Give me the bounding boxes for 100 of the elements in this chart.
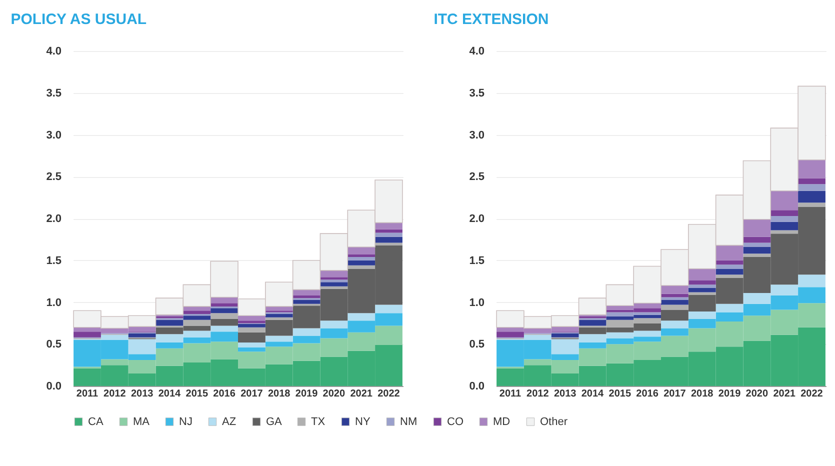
bar: [238, 327, 266, 332]
bar: [743, 246, 771, 254]
chart-title: POLICY AS USUAL: [10, 11, 147, 28]
bar: [238, 347, 266, 352]
x-tick-label: 2019: [295, 388, 318, 400]
y-tick-label: 3.5: [469, 87, 484, 100]
bar: [688, 284, 716, 288]
bar: [74, 332, 101, 338]
x-tick-label: 2021: [773, 388, 796, 400]
bar: [320, 282, 348, 286]
bar: [375, 242, 402, 246]
bar: [320, 320, 348, 328]
y-tick-label: 1.5: [469, 254, 484, 267]
bar: [320, 277, 348, 280]
legend-label: CO: [447, 416, 464, 428]
bar: [798, 178, 826, 184]
legend-label: TX: [311, 416, 326, 428]
y-tick-label: 0.0: [469, 380, 484, 392]
bar: [156, 320, 184, 326]
bar: [578, 320, 606, 326]
bar: [661, 300, 688, 305]
legend-label: MD: [493, 416, 510, 428]
y-tick-label: 0.5: [46, 338, 62, 351]
bar: [210, 308, 238, 314]
bar: [661, 286, 688, 294]
x-tick-label: 2015: [186, 388, 208, 400]
bar: [743, 242, 771, 247]
bar: [770, 190, 798, 210]
x-tick-label: 2013: [554, 388, 577, 400]
bar: [210, 297, 238, 304]
bar: [661, 328, 688, 336]
bar: [716, 268, 744, 275]
y-tick-label: 1.0: [469, 296, 484, 309]
x-tick-label: 2011: [499, 388, 522, 400]
y-tick-label: 0.5: [469, 338, 484, 351]
bar: [238, 316, 266, 321]
y-tick-label: 1.5: [46, 254, 62, 267]
bar: [210, 303, 238, 306]
legend-label: AZ: [222, 416, 236, 428]
legend-label: NY: [355, 416, 371, 428]
bar: [770, 216, 798, 222]
bar: [348, 254, 376, 258]
bar: [348, 257, 376, 260]
x-tick-label: 2022: [800, 388, 824, 400]
bar: [688, 288, 716, 292]
x-tick-label: 2013: [130, 388, 154, 400]
bar: [375, 236, 402, 243]
y-tick-label: 3.0: [469, 129, 484, 142]
chart-title: ITC EXTENSION: [434, 11, 549, 28]
bar: [688, 268, 716, 280]
bar: [348, 265, 376, 269]
x-tick-label: 2020: [746, 388, 768, 400]
bar: [770, 222, 798, 230]
bar: [265, 314, 293, 318]
bar: [716, 274, 744, 278]
bar: [743, 236, 771, 243]
bar: [183, 320, 211, 326]
x-tick-label: 2019: [718, 388, 742, 400]
bar: [292, 300, 320, 304]
y-tick-label: 4.0: [469, 46, 484, 58]
bar: [688, 292, 716, 295]
x-tick-label: 2016: [636, 388, 659, 400]
x-tick-label: 2017: [240, 388, 264, 400]
x-tick-label: 2012: [104, 388, 126, 400]
bar: [798, 190, 826, 203]
bar: [292, 296, 320, 298]
bar: [661, 297, 688, 300]
bar: [496, 332, 524, 338]
y-tick-label: 4.0: [46, 46, 62, 58]
bar: [348, 260, 376, 266]
bar: [716, 264, 744, 269]
x-tick-label: 2011: [76, 388, 99, 400]
bar: [238, 320, 266, 324]
bar: [348, 313, 376, 321]
bar: [551, 333, 579, 338]
y-tick-label: 0.0: [46, 380, 62, 392]
bar: [292, 290, 320, 296]
bar: [661, 320, 688, 328]
y-tick-label: 2.5: [46, 171, 62, 184]
bar: [661, 304, 688, 310]
x-tick-label: 2020: [322, 388, 346, 400]
x-tick-label: 2017: [664, 388, 686, 400]
y-tick-label: 3.5: [46, 87, 62, 100]
y-tick-label: 1.0: [46, 296, 62, 309]
legend-label: CA: [88, 416, 104, 428]
x-tick-label: 2022: [378, 388, 400, 400]
x-tick-label: 2018: [268, 388, 291, 400]
bar: [770, 210, 798, 216]
x-tick-label: 2018: [690, 388, 714, 400]
bar: [183, 310, 211, 314]
bar: [798, 184, 826, 191]
bar: [798, 160, 826, 178]
legend-label: GA: [266, 416, 283, 428]
x-tick-label: 2014: [581, 388, 604, 400]
y-tick-label: 2.5: [469, 171, 484, 184]
legend-label: Other: [540, 416, 568, 428]
bar: [716, 260, 744, 265]
x-tick-label: 2012: [526, 388, 550, 400]
bar: [210, 313, 238, 319]
legend-label: NM: [400, 416, 418, 428]
